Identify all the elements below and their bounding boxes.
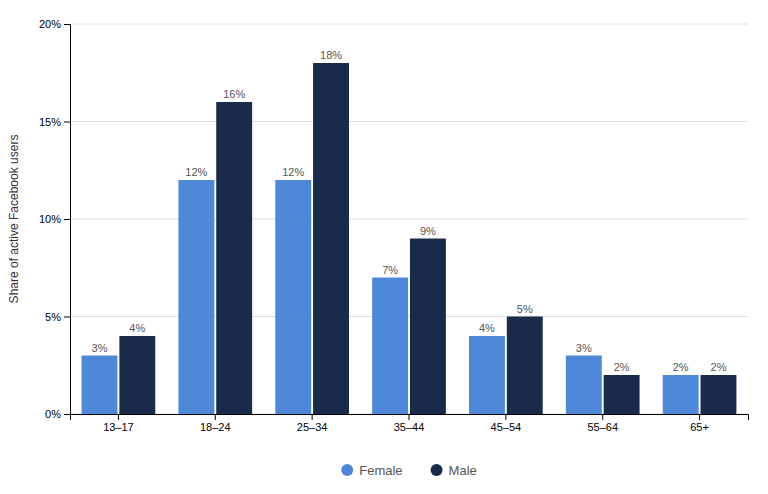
plot: 3% 12% 12% 7% 4% 3% 2% 4% 16% 18% 9% 5% 2% 2% 0% 5% 10% 1… [39, 18, 749, 433]
grid-line [70, 316, 748, 317]
bar [604, 375, 640, 414]
bar [701, 375, 737, 414]
grid-line [70, 24, 748, 25]
legend-swatch [341, 464, 353, 476]
data-label: 3% [576, 342, 592, 354]
x-tick: 25–34 [297, 414, 328, 433]
bar [469, 336, 505, 414]
legend: Female Male [341, 463, 477, 478]
x-tick-label: 45–54 [491, 421, 522, 433]
x-tick: 13–17 [103, 414, 134, 433]
bar [313, 63, 349, 414]
data-label: 9% [420, 225, 436, 237]
data-label: 18% [320, 49, 342, 61]
data-label: 4% [129, 322, 145, 334]
y-tick: 10% [39, 213, 70, 225]
y-tick: 0% [45, 408, 70, 420]
y-axis: 0% 5% 10% 15% 20% [39, 18, 71, 420]
grid [70, 24, 748, 414]
x-tick-label: 55–64 [587, 421, 618, 433]
legend-label: Male [449, 463, 477, 478]
bar [566, 356, 602, 415]
bar [82, 356, 118, 415]
y-tick-label: 0% [45, 408, 61, 420]
x-tick-mark [409, 414, 410, 420]
y-tick-mark [64, 317, 70, 318]
x-tick-label: 25–34 [297, 421, 328, 433]
data-label: 2% [673, 361, 689, 373]
y-tick-label: 5% [45, 311, 61, 323]
x-tick: 55–64 [587, 414, 618, 433]
y-axis-line [64, 25, 71, 415]
bar [275, 180, 311, 414]
bars [82, 63, 737, 414]
legend-swatch [431, 464, 443, 476]
y-tick-mark [64, 24, 70, 25]
y-axis-title: Share of active Facebook users [7, 135, 21, 304]
x-axis: 13–17 18–24 25–34 35–44 45–54 55–64 65+ [71, 414, 749, 433]
x-tick-label: 35–44 [394, 421, 425, 433]
y-tick: 15% [39, 116, 70, 128]
legend-item: Female [341, 463, 402, 478]
legend-item: Male [431, 463, 477, 478]
x-tick-label: 18–24 [200, 421, 231, 433]
bar [372, 278, 408, 415]
x-tick-label: 65+ [690, 421, 709, 433]
x-tick-mark [118, 414, 119, 420]
x-axis-line [71, 415, 749, 421]
y-tick-label: 20% [39, 18, 61, 30]
bar [410, 239, 446, 415]
y-tick-label: 10% [39, 213, 61, 225]
y-tick-mark [64, 219, 70, 220]
data-label: 3% [92, 342, 108, 354]
y-tick: 20% [39, 18, 70, 30]
x-tick-mark [602, 414, 603, 420]
bar [178, 180, 214, 414]
data-label: 2% [711, 361, 727, 373]
chart: 3% 12% 12% 7% 4% 3% 2% 4% 16% 18% 9% 5% 2% 2% 0% 5% 10% 1… [0, 0, 768, 494]
legend-label: Female [359, 463, 402, 478]
data-label: 2% [614, 361, 630, 373]
bar [119, 336, 155, 414]
data-label: 16% [223, 88, 245, 100]
grid-line [70, 121, 748, 122]
data-label: 4% [479, 322, 495, 334]
x-tick: 18–24 [200, 414, 231, 433]
x-tick: 45–54 [491, 414, 522, 433]
bar [216, 102, 252, 414]
data-label: 12% [185, 166, 207, 178]
y-tick-mark [64, 414, 70, 415]
bar [663, 375, 699, 414]
x-tick-mark [312, 414, 313, 420]
x-tick-mark [215, 414, 216, 420]
x-tick: 35–44 [394, 414, 425, 433]
y-tick: 5% [45, 311, 70, 323]
grid-line [70, 219, 748, 220]
data-labels: 3% 12% 12% 7% 4% 3% 2% 4% 16% 18% 9% 5% 2% 2% [92, 49, 727, 373]
data-label: 5% [517, 303, 533, 315]
data-label: 12% [282, 166, 304, 178]
x-tick-mark [699, 414, 700, 420]
y-tick-label: 15% [39, 116, 61, 128]
x-tick-label: 13–17 [103, 421, 134, 433]
x-tick-mark [505, 414, 506, 420]
bar [507, 317, 543, 415]
x-tick: 65+ [690, 414, 709, 433]
y-tick-mark [64, 122, 70, 123]
data-label: 7% [382, 264, 398, 276]
